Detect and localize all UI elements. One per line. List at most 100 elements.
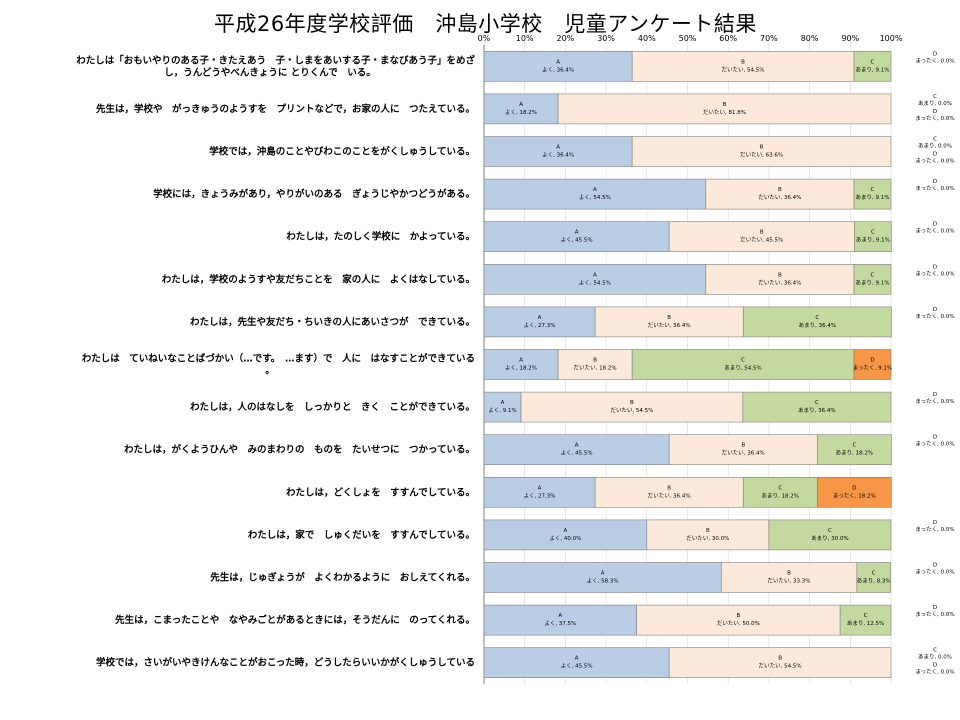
data-label-value: あまり, 9.1% xyxy=(855,66,889,73)
data-label-series: B xyxy=(667,315,671,321)
data-label-series: B xyxy=(667,485,671,491)
data-label-series: A xyxy=(556,59,560,65)
outside-label-value: まったく, 0.0% xyxy=(915,185,954,192)
outside-label-series: D xyxy=(933,222,937,228)
data-label-value: あまり, 36.4% xyxy=(798,407,835,414)
category-label: 先生は，こまったことや なやみごとがあるときには，そうだんに のってくれる。 xyxy=(115,614,475,626)
data-label-value: だいたい, 81.8% xyxy=(703,109,746,116)
data-label-series: B xyxy=(760,230,764,236)
bar-segment-a xyxy=(483,519,648,551)
data-label-value: だいたい, 54.5% xyxy=(722,66,765,73)
data-label-value: だいたい, 30.0% xyxy=(686,535,729,542)
data-label-value: よく, 45.5% xyxy=(561,663,593,670)
bar-segment-b xyxy=(646,519,770,551)
outside-label-value: まったく, 0.0% xyxy=(915,569,954,576)
bar-segment-a xyxy=(483,263,707,295)
data-label-series: C xyxy=(828,528,832,534)
bar-segment-b xyxy=(520,391,744,423)
data-label-value: よく, 45.5% xyxy=(561,450,593,457)
bar-segment-b xyxy=(636,604,841,636)
outside-label-value: まったく, 0.0% xyxy=(915,228,954,235)
data-label-series: C xyxy=(852,443,856,449)
data-label-series: B xyxy=(741,443,745,449)
bar-segment-b xyxy=(705,178,855,210)
data-label-value: あまり, 9.1% xyxy=(856,237,890,244)
data-label-series: C xyxy=(741,358,745,364)
chart-title: 平成26年度学校評価 沖島小学校 児童アンケート結果 xyxy=(214,12,757,36)
data-label-value: だいたい, 33.3% xyxy=(768,578,811,585)
outside-label-value: まったく, 0.0% xyxy=(915,57,954,64)
bar-segment-b xyxy=(557,93,892,125)
data-label-series: B xyxy=(706,528,710,534)
category-label: 先生は，じゅぎょうが よくわかるように おしえてくれる。 xyxy=(210,572,475,584)
bar-segment-c xyxy=(742,391,892,423)
data-label-series: A xyxy=(556,145,560,151)
x-tick-label: 60% xyxy=(719,34,737,43)
outside-label-series: D xyxy=(933,264,937,270)
outside-label-value: まったく, 0.0% xyxy=(915,115,954,122)
category-label: わたしは，どくしょを すすんでしている。 xyxy=(286,486,475,498)
data-label-value: あまり, 12.5% xyxy=(847,620,884,627)
data-label-series: C xyxy=(864,613,868,619)
data-label-value: だいたい, 54.5% xyxy=(759,663,802,670)
data-label-value: まったく, 9.1% xyxy=(853,365,892,372)
data-label-value: よく, 54.5% xyxy=(579,279,611,286)
outside-label-series: C xyxy=(933,94,937,100)
data-label-series: A xyxy=(575,230,579,236)
data-label-series: A xyxy=(601,571,605,577)
bar-segment-a xyxy=(483,136,633,167)
category-label: わたしは，がくようひんや みのまわりの ものを たいせつに つかっている。 xyxy=(124,444,475,456)
data-label-series: C xyxy=(778,485,782,491)
data-label-value: よく, 58.3% xyxy=(587,578,619,585)
outside-label-series: C xyxy=(933,648,937,654)
data-label-series: B xyxy=(736,613,740,619)
outside-label-value: まったく, 0.0% xyxy=(915,158,954,165)
x-tick-label: 30% xyxy=(597,34,615,43)
bar-segment-b xyxy=(668,221,855,252)
data-label-series: A xyxy=(519,102,523,108)
data-label-series: B xyxy=(778,272,782,278)
category-label: 学校には，きょうみがあり，やりがいのある ぎょうじやかつどうがある。 xyxy=(153,188,475,200)
data-label-value: あまり, 18.2% xyxy=(836,450,873,457)
data-label-value: だいたい, 36.4% xyxy=(648,492,691,499)
bar-segment-b xyxy=(631,136,892,167)
data-label-value: よく, 36.4% xyxy=(542,66,574,73)
data-label-series: C xyxy=(815,315,819,321)
category-label: わたしは「おもいやりのある子・きたえあう 子・しまをあいする子・まなびあう子」を… xyxy=(76,54,475,66)
bar-segment-c xyxy=(856,562,891,593)
bar-segment-a xyxy=(483,93,559,125)
bar-segment-b xyxy=(594,476,744,508)
data-label-value: あまり, 9.1% xyxy=(855,279,889,286)
data-label-series: C xyxy=(871,230,875,236)
x-tick-label: 90% xyxy=(841,34,859,43)
data-label-series: B xyxy=(760,145,764,151)
bar-segment-a xyxy=(483,306,596,338)
outside-label-series: D xyxy=(933,152,937,158)
bar-segment-b xyxy=(631,50,855,82)
data-label-series: A xyxy=(593,187,597,193)
data-label-value: だいたい, 63.6% xyxy=(740,152,783,159)
bar-segment-b xyxy=(668,647,892,679)
outside-label-series: D xyxy=(933,605,937,611)
data-label-value: あまり, 8.3% xyxy=(857,578,891,585)
data-label-series: A xyxy=(575,443,579,449)
outside-label-series: D xyxy=(933,563,937,569)
bar-segment-c xyxy=(817,434,892,466)
data-label-value: だいたい, 50.0% xyxy=(717,620,760,627)
data-label-value: だいたい, 45.5% xyxy=(740,237,783,244)
x-tick-label: 20% xyxy=(557,34,575,43)
bar-segment-b xyxy=(557,349,633,380)
x-tick-label: 50% xyxy=(679,34,697,43)
outside-label-value: まったく, 0.0% xyxy=(915,313,954,320)
bar-segment-a xyxy=(483,562,722,593)
data-label-value: あまり, 30.0% xyxy=(811,535,848,542)
category-label: 。 xyxy=(265,366,275,377)
data-label-series: D xyxy=(870,358,874,364)
data-label-series: C xyxy=(815,400,819,406)
outside-label-series: D xyxy=(933,179,937,185)
data-label-series: C xyxy=(872,571,876,577)
data-label-series: B xyxy=(593,358,597,364)
data-label-value: よく, 27.3% xyxy=(524,322,556,329)
data-label-series: B xyxy=(778,656,782,662)
